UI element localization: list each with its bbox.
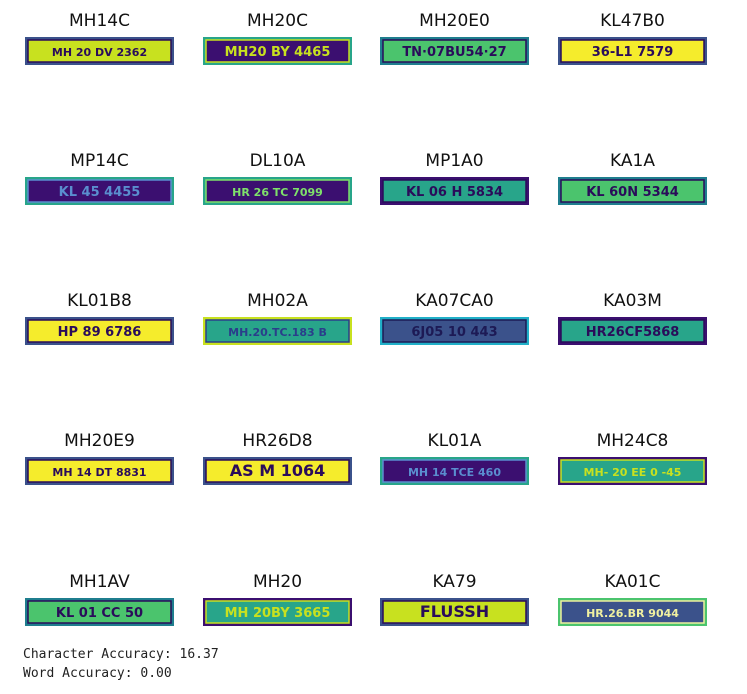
sample-cell: KA01C HR.26.BR 9044 <box>558 571 707 631</box>
predicted-label: KL01A <box>427 431 482 451</box>
predicted-label: MP1A0 <box>425 151 484 171</box>
license-plate-image: MH 20 DV 2362 <box>25 37 174 65</box>
plate-text: AS M 1064 <box>230 461 326 480</box>
license-plate-image: HR.26.BR 9044 <box>558 598 707 626</box>
license-plate-image: KL 60N 5344 <box>558 177 707 205</box>
license-plate-image: MH 20BY 3665 <box>203 598 352 626</box>
license-plate-image: 36-L1 7579 <box>558 37 707 65</box>
license-plate-image: MH 14 DT 8831 <box>25 457 174 485</box>
plate-text: 6J05 10 443 <box>411 325 497 340</box>
sample-cell: MH20E0 TN·07BU54·27 <box>380 10 529 70</box>
word-accuracy-text: Word Accuracy: 0.00 <box>23 666 172 681</box>
metrics-summary: Character Accuracy: 16.37 Word Accuracy:… <box>23 645 219 683</box>
sample-cell: MP14C KL 45 4455 <box>25 150 174 210</box>
predicted-label: MH20 <box>252 572 303 592</box>
license-plate-image: KL 01 CC 50 <box>25 598 174 626</box>
license-plate-image: HR26CF5868 <box>558 317 707 345</box>
predicted-label: MH20E9 <box>64 431 135 451</box>
license-plate-image: MH.20.TC.183 B <box>203 317 352 345</box>
sample-cell: MH20 MH 20BY 3665 <box>203 571 352 631</box>
plate-text: HR26CF5868 <box>586 325 680 340</box>
plate-text: KL 45 4455 <box>59 185 141 200</box>
sample-cell: MH14C MH 20 DV 2362 <box>25 10 174 70</box>
predicted-label: KA01C <box>604 572 661 592</box>
predicted-label: KA1A <box>610 151 655 171</box>
license-plate-image: 6J05 10 443 <box>380 317 529 345</box>
sample-cell: MH20C MH20 BY 4465 <box>203 10 352 70</box>
plate-text: KL 06 H 5834 <box>406 185 503 200</box>
sample-cell: MH1AV KL 01 CC 50 <box>25 571 174 631</box>
predicted-label: KA03M <box>603 291 662 311</box>
character-accuracy-text: Character Accuracy: 16.37 <box>23 647 219 662</box>
plate-text: MH 20BY 3665 <box>225 606 331 621</box>
license-plate-image: MH20 BY 4465 <box>203 37 352 65</box>
license-plate-image: MH 14 TCE 460 <box>380 457 529 485</box>
plate-text: FLUSSH <box>420 602 489 621</box>
plate-text: MH.20.TC.183 B <box>228 326 327 339</box>
sample-cell: KL01B8 HP 89 6786 <box>25 290 174 350</box>
plate-text: MH 14 TCE 460 <box>408 466 501 479</box>
predicted-label: MH20C <box>247 11 308 31</box>
plate-text: MH 20 DV 2362 <box>52 46 147 59</box>
plate-text: HP 89 6786 <box>58 325 142 340</box>
predicted-label: KL01B8 <box>67 291 132 311</box>
sample-cell: KA07CA0 6J05 10 443 <box>380 290 529 350</box>
plate-text: KL 60N 5344 <box>586 185 679 200</box>
license-plate-image: KL 45 4455 <box>25 177 174 205</box>
plate-text: HR 26 TC 7099 <box>232 186 323 199</box>
sample-cell: KA03M HR26CF5868 <box>558 290 707 350</box>
sample-cell: KA1A KL 60N 5344 <box>558 150 707 210</box>
plate-text: KL 01 CC 50 <box>56 606 143 621</box>
license-plate-image: HP 89 6786 <box>25 317 174 345</box>
predicted-label: MH02A <box>247 291 308 311</box>
plate-text: HR.26.BR 9044 <box>586 607 679 620</box>
license-plate-image: KL 06 H 5834 <box>380 177 529 205</box>
plate-text: MH20 BY 4465 <box>225 45 331 60</box>
license-plate-image: AS M 1064 <box>203 457 352 485</box>
license-plate-image: FLUSSH <box>380 598 529 626</box>
sample-cell: MH24C8 MH- 20 EE 0 -45 <box>558 430 707 490</box>
predicted-label: MH14C <box>69 11 130 31</box>
predicted-label: MH24C8 <box>596 431 669 451</box>
predicted-label: HR26D8 <box>242 431 313 451</box>
sample-cell: KL47B0 36-L1 7579 <box>558 10 707 70</box>
sample-cell: HR26D8 AS M 1064 <box>203 430 352 490</box>
predicted-label: KL47B0 <box>600 11 665 31</box>
ocr-results-grid: MH14C MH 20 DV 2362 MH20C MH20 BY 4465 MH20E… <box>25 10 707 631</box>
license-plate-image: HR 26 TC 7099 <box>203 177 352 205</box>
predicted-label: MH1AV <box>69 572 130 592</box>
plate-text: MH- 20 EE 0 -45 <box>584 466 682 479</box>
plate-text: TN·07BU54·27 <box>402 45 506 60</box>
sample-cell: KA79 FLUSSH <box>380 571 529 631</box>
predicted-label: MH20E0 <box>419 11 490 31</box>
plate-text: MH 14 DT 8831 <box>52 466 146 479</box>
predicted-label: DL10A <box>249 151 306 171</box>
sample-cell: DL10A HR 26 TC 7099 <box>203 150 352 210</box>
predicted-label: MP14C <box>70 151 129 171</box>
license-plate-image: MH- 20 EE 0 -45 <box>558 457 707 485</box>
sample-cell: MH20E9 MH 14 DT 8831 <box>25 430 174 490</box>
sample-cell: MP1A0 KL 06 H 5834 <box>380 150 529 210</box>
license-plate-image: TN·07BU54·27 <box>380 37 529 65</box>
sample-cell: MH02A MH.20.TC.183 B <box>203 290 352 350</box>
plate-text: 36-L1 7579 <box>592 45 674 60</box>
predicted-label: KA07CA0 <box>415 291 494 311</box>
sample-cell: KL01A MH 14 TCE 460 <box>380 430 529 490</box>
predicted-label: KA79 <box>432 572 477 592</box>
